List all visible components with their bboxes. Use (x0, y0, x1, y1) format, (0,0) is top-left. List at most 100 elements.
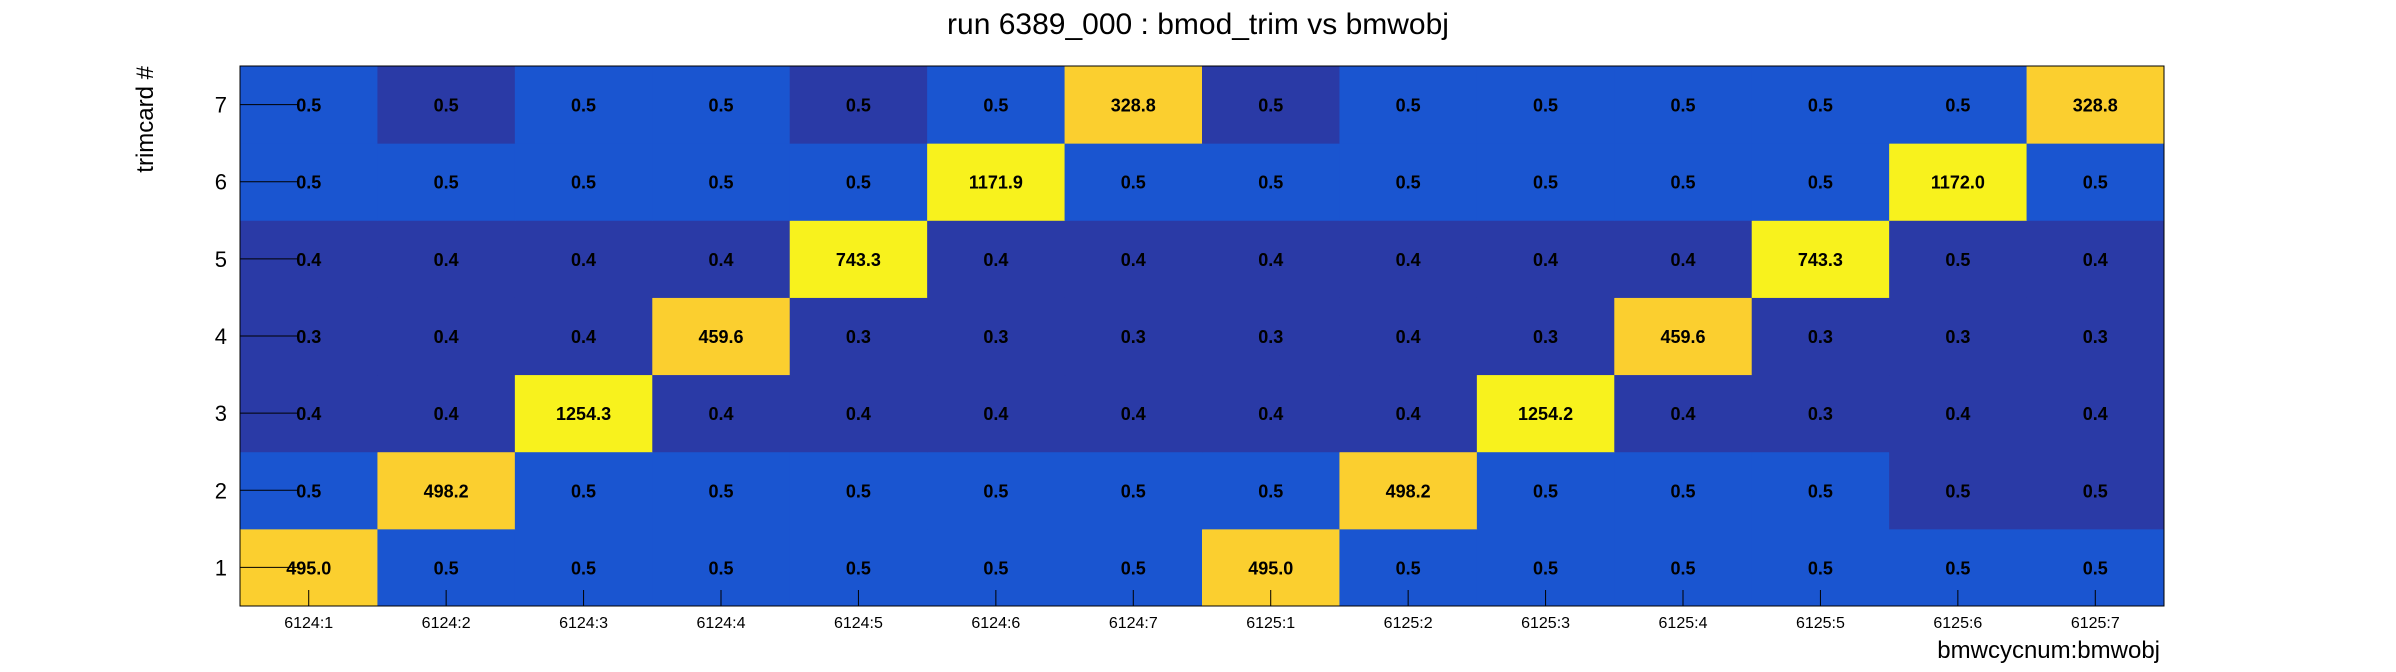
heatmap-cell (2026, 374, 2165, 453)
cell-value-label: 0.4 (1396, 327, 1421, 347)
heatmap-cell (789, 143, 928, 221)
heatmap-cell (652, 220, 791, 298)
heatmap-cell (652, 374, 791, 453)
y-tick-label: 6 (215, 170, 227, 195)
cell-value-label: 0.5 (846, 173, 871, 193)
heatmap-cell (2026, 66, 2165, 144)
heatmap-cell (652, 66, 791, 144)
cell-value-label: 0.5 (846, 481, 871, 501)
heatmap-cell (1889, 220, 2028, 298)
cell-value-label: 0.5 (434, 173, 459, 193)
cell-value-label: 0.5 (983, 558, 1008, 578)
cell-value-label: 0.5 (1808, 96, 1833, 116)
cell-value-label: 0.4 (708, 404, 733, 424)
heatmap-cell (927, 297, 1066, 376)
heatmap-cell (514, 143, 653, 221)
heatmap-cell (377, 451, 516, 530)
heatmap-cell (1064, 374, 1203, 453)
cell-value-label: 0.3 (1121, 327, 1146, 347)
cell-value-label: 0.5 (1945, 250, 1970, 270)
x-tick-label: 6125:7 (2071, 615, 2120, 632)
cell-value-label: 0.4 (1258, 404, 1283, 424)
cell-value-label: 0.3 (1945, 327, 1970, 347)
cell-value-label: 0.5 (296, 96, 321, 116)
cell-value-label: 0.4 (1396, 250, 1421, 270)
cell-value-label: 0.4 (1670, 250, 1695, 270)
cell-value-label: 0.5 (708, 558, 733, 578)
cell-value-label: 0.4 (1258, 250, 1283, 270)
x-tick-label: 6125:2 (1384, 615, 1433, 632)
y-tick-label: 5 (215, 247, 227, 272)
cell-value-label: 0.4 (1396, 404, 1421, 424)
cell-value-label: 0.5 (434, 558, 459, 578)
y-tick-label: 1 (215, 555, 227, 580)
cell-value-label: 0.5 (1533, 558, 1558, 578)
cell-value-label: 0.5 (571, 558, 596, 578)
x-tick-label: 6125:6 (1933, 615, 1982, 632)
x-tick-label: 6124:6 (971, 615, 1020, 632)
cell-value-label: 0.3 (1808, 327, 1833, 347)
cell-value-label: 0.5 (296, 481, 321, 501)
x-tick-label: 6124:7 (1109, 615, 1158, 632)
heatmap-cell (377, 297, 516, 376)
heatmap-cell (1751, 374, 1890, 453)
cell-value-label: 0.5 (846, 558, 871, 578)
y-tick-label: 4 (215, 324, 227, 349)
cell-value-label: 0.3 (1258, 327, 1283, 347)
cell-value-label: 0.5 (1533, 96, 1558, 116)
heatmap-cell (1476, 451, 1615, 530)
cell-value-label: 0.4 (846, 404, 871, 424)
cell-value-label: 0.5 (1670, 173, 1695, 193)
cell-value-label: 0.5 (1670, 558, 1695, 578)
cell-value-label: 0.4 (2083, 250, 2108, 270)
cell-value-label: 495.0 (1248, 558, 1293, 578)
cell-value-label: 0.4 (571, 250, 596, 270)
cell-value-label: 0.5 (1396, 173, 1421, 193)
cell-value-label: 0.5 (1396, 96, 1421, 116)
heatmap-cell (789, 66, 928, 144)
heatmap-cell (1751, 220, 1890, 298)
heatmap-cell (1614, 297, 1753, 376)
cell-value-label: 0.3 (296, 327, 321, 347)
heatmap-cell (2026, 143, 2165, 221)
heatmap-cell (652, 143, 791, 221)
cell-value-label: 0.4 (2083, 404, 2108, 424)
cell-value-label: 0.3 (1533, 327, 1558, 347)
x-tick-label: 6125:5 (1796, 615, 1845, 632)
heatmap-cell (1339, 143, 1478, 221)
heatmap-cell (1751, 297, 1890, 376)
cell-value-label: 743.3 (836, 250, 881, 270)
heatmap-cell (1889, 451, 2028, 530)
cell-value-label: 459.6 (1660, 327, 1705, 347)
cell-value-label: 0.5 (571, 481, 596, 501)
heatmap-cell (652, 451, 791, 530)
cell-value-label: 1254.3 (556, 404, 611, 424)
heatmap-cell (377, 66, 516, 144)
cell-value-label: 328.8 (2073, 96, 2118, 116)
cell-value-label: 0.5 (1808, 173, 1833, 193)
heatmap-cell (1202, 66, 1340, 144)
heatmap-cell (1202, 220, 1340, 298)
cell-value-label: 743.3 (1798, 250, 1843, 270)
cell-value-label: 0.4 (434, 404, 459, 424)
x-tick-label: 6124:3 (559, 615, 608, 632)
heatmap-cell (1339, 451, 1478, 530)
x-tick-label: 6124:5 (834, 615, 883, 632)
heatmap-cell (377, 374, 516, 453)
cell-value-label: 0.4 (571, 327, 596, 347)
cell-value-label: 498.2 (424, 481, 469, 501)
cell-value-label: 0.4 (1670, 404, 1695, 424)
chart-title: run 6389_000 : bmod_trim vs bmwobj (947, 8, 1449, 41)
heatmap-cell (1614, 143, 1753, 221)
cell-value-label: 0.4 (1945, 404, 1970, 424)
heatmap-cell (1476, 66, 1615, 144)
cell-value-label: 0.5 (1945, 558, 1970, 578)
heatmap-cell (1751, 451, 1890, 530)
cell-value-label: 0.5 (1121, 173, 1146, 193)
cell-value-label: 0.5 (708, 173, 733, 193)
heatmap-cell (377, 143, 516, 221)
cell-value-label: 0.5 (434, 96, 459, 116)
cell-value-label: 0.5 (1258, 173, 1283, 193)
heatmap-cell (1064, 297, 1203, 376)
